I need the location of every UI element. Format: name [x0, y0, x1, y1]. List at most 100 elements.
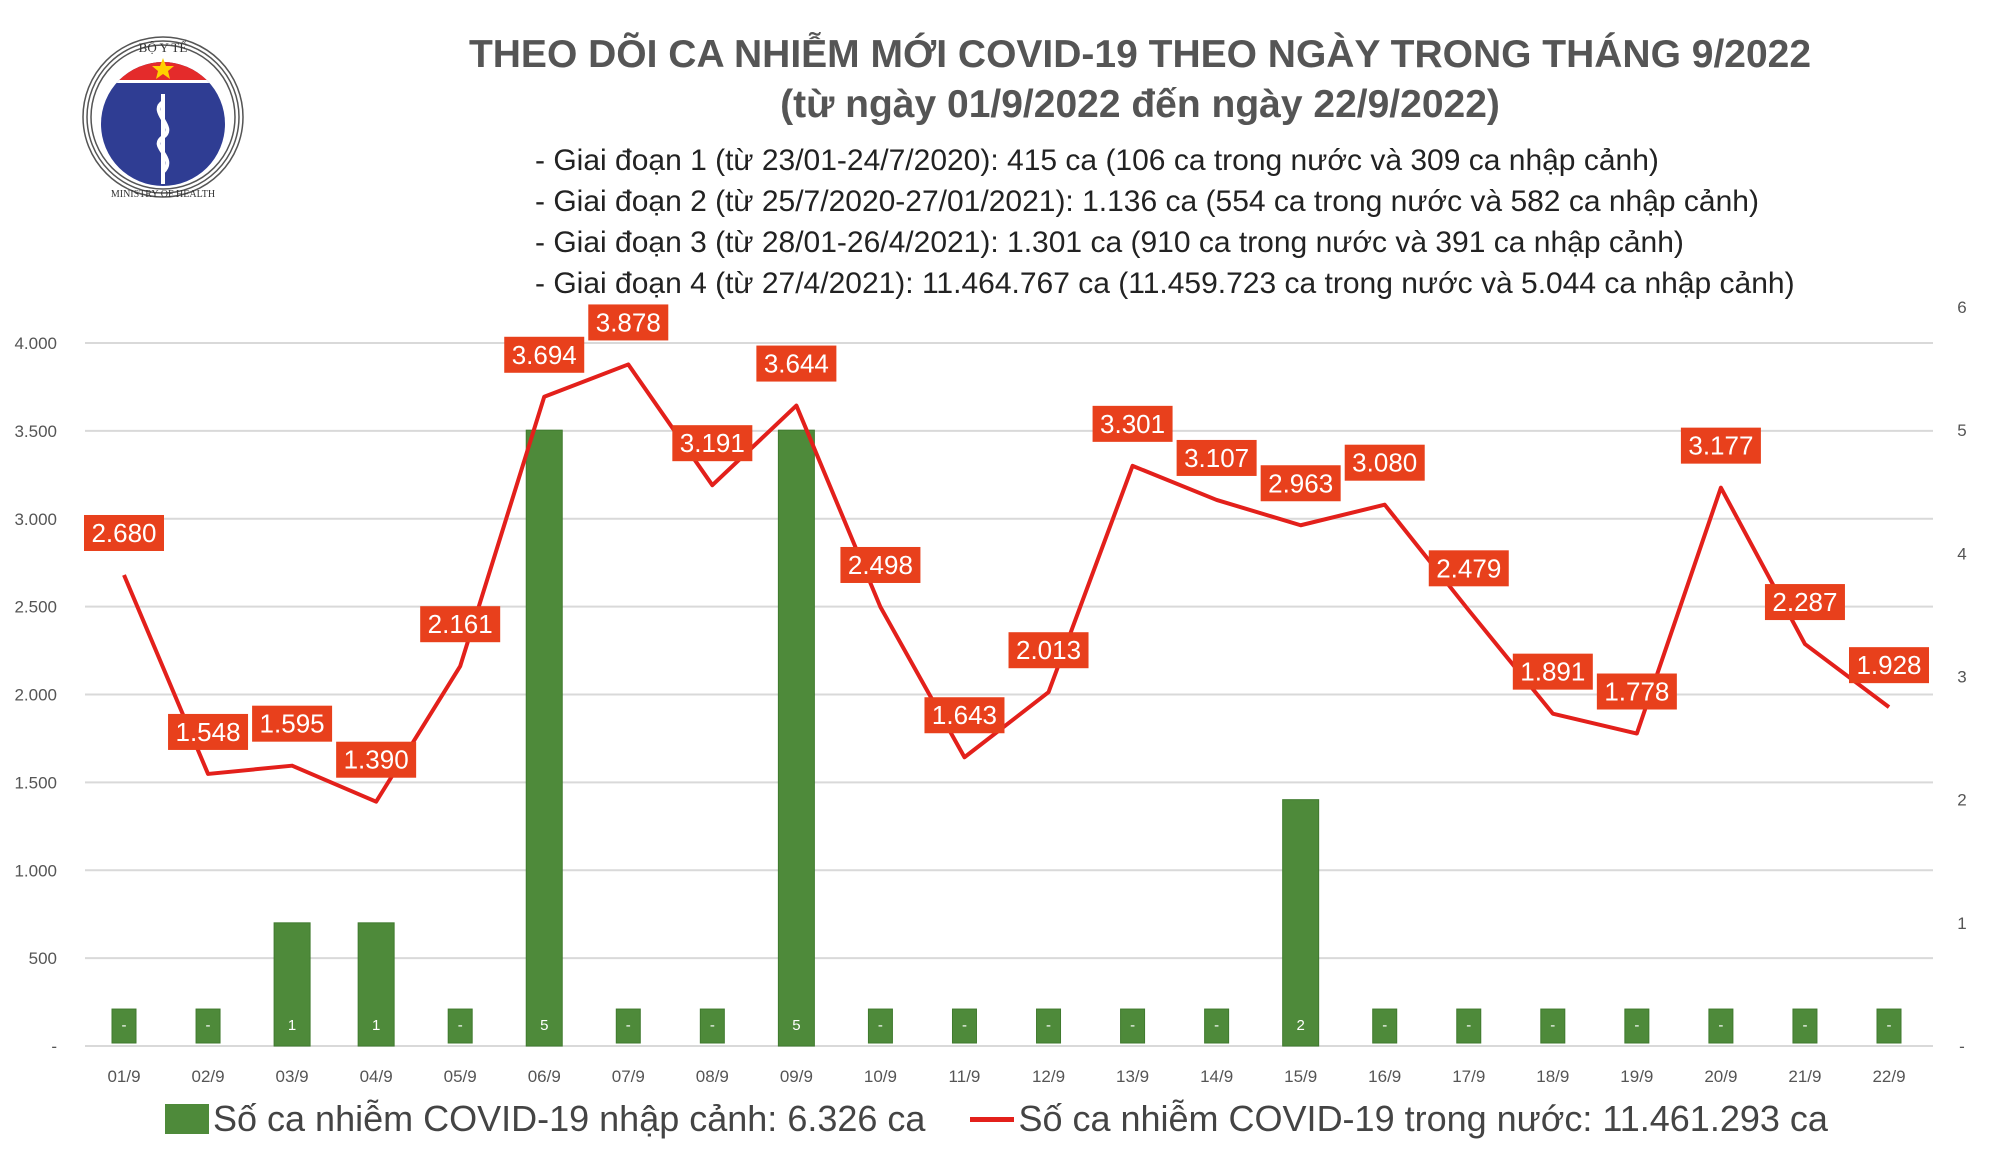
legend-swatch-bar [165, 1104, 209, 1134]
data-label: 2.013 [1016, 635, 1081, 665]
legend-label-imported: Số ca nhiễm COVID-19 nhập cảnh: 6.326 ca [213, 1098, 926, 1139]
data-label: 3.107 [1184, 443, 1249, 473]
right-tick-label: 1 [1957, 914, 1966, 933]
bar [1282, 799, 1320, 1047]
data-label-box [1596, 673, 1677, 710]
logo-bottom-text: MINISTRY OF HEALTH [111, 189, 215, 200]
bar [195, 1008, 221, 1044]
data-label-box [1092, 405, 1173, 442]
data-label-box [840, 546, 921, 583]
data-label: 1.643 [932, 700, 997, 730]
data-label-box [420, 606, 501, 643]
x-tick-label: 16/9 [1368, 1067, 1401, 1086]
left-tick-label: 3.000 [14, 510, 57, 529]
data-label-box [924, 697, 1005, 734]
bar-label: - [1550, 1017, 1555, 1034]
phase-notes: - Giai đoạn 1 (từ 23/01-24/7/2020): 415 … [535, 140, 1795, 304]
left-tick-label: 2.500 [14, 598, 57, 617]
note-phase-1: - Giai đoạn 1 (từ 23/01-24/7/2020): 415 … [535, 144, 1659, 177]
x-tick-label: 02/9 [192, 1067, 225, 1086]
bar-label: - [1718, 1017, 1723, 1034]
bar-label: - [122, 1017, 127, 1034]
x-tick-label: 07/9 [612, 1067, 645, 1086]
x-tick-label: 04/9 [360, 1067, 393, 1086]
right-tick-label: 4 [1957, 544, 1966, 563]
bar [447, 1008, 473, 1044]
bar [699, 1008, 725, 1044]
bar-label: - [1130, 1017, 1135, 1034]
data-label: 1.390 [344, 745, 409, 775]
data-label: 2.161 [428, 609, 493, 639]
note-phase-3: - Giai đoạn 3 (từ 28/01-26/4/2021): 1.30… [535, 226, 1684, 259]
x-tick-label: 10/9 [864, 1067, 897, 1086]
data-label: 3.080 [1352, 448, 1417, 478]
left-tick-label: 1.000 [14, 861, 57, 880]
bar [111, 1008, 137, 1044]
bar-label: - [1802, 1017, 1807, 1034]
bar-label: - [1046, 1017, 1051, 1034]
logo-top-text: BỘ Y TẾ [139, 40, 188, 55]
data-label: 2.963 [1268, 468, 1333, 498]
right-tick-label: - [1959, 1037, 1965, 1056]
bar [525, 429, 563, 1047]
data-label-box [588, 304, 669, 341]
x-tick-label: 15/9 [1284, 1067, 1317, 1086]
left-tick-label: - [51, 1037, 57, 1056]
bar-label: - [962, 1017, 967, 1034]
x-tick-label: 12/9 [1032, 1067, 1065, 1086]
bar-label: 2 [1296, 1017, 1304, 1034]
data-label-box [756, 345, 837, 382]
bar-label: - [1887, 1017, 1892, 1034]
x-tick-label: 14/9 [1200, 1067, 1233, 1086]
data-label-box [1764, 584, 1845, 621]
data-label: 2.287 [1772, 587, 1837, 617]
right-tick-label: 2 [1957, 791, 1966, 810]
x-tick-label: 19/9 [1620, 1067, 1653, 1086]
x-tick-label: 11/9 [949, 1067, 981, 1086]
bar-label: 5 [540, 1017, 548, 1034]
ministry-of-health-logo: BỘ Y TẾ MINISTRY OF HEALTH [82, 36, 244, 200]
legend-item-domestic: Số ca nhiễm COVID-19 trong nước: 11.461.… [970, 1098, 1828, 1140]
bar [1204, 1008, 1230, 1044]
x-tick-label: 05/9 [444, 1067, 477, 1086]
data-label-box [1849, 647, 1929, 684]
data-label: 3.878 [596, 307, 661, 337]
data-label: 3.694 [512, 340, 577, 370]
right-tick-label: 3 [1957, 668, 1966, 687]
bar [1456, 1008, 1482, 1044]
bar-label: - [1214, 1017, 1219, 1034]
title-line-2: (từ ngày 01/9/2022 đến ngày 22/9/2022) [780, 83, 1500, 126]
data-label-box [1428, 550, 1509, 587]
data-label-box [336, 741, 417, 778]
bar-label: - [1634, 1017, 1639, 1034]
data-label: 2.498 [848, 550, 913, 580]
bar-label: - [626, 1017, 631, 1034]
bar-label: 1 [288, 1017, 296, 1034]
bar [951, 1008, 977, 1044]
right-tick-label: 5 [1957, 421, 1966, 440]
data-label-box [1344, 444, 1425, 481]
data-label: 3.301 [1100, 409, 1165, 439]
bar [1624, 1008, 1650, 1044]
left-tick-label: 500 [29, 949, 57, 968]
note-phase-4: - Giai đoạn 4 (từ 27/4/2021): 11.464.767… [535, 267, 1795, 300]
x-tick-label: 01/9 [107, 1067, 140, 1086]
data-label-box [1512, 653, 1593, 690]
bar [777, 429, 815, 1047]
bar-label: - [878, 1017, 883, 1034]
left-tick-label: 2.000 [14, 686, 57, 705]
bar [1540, 1008, 1566, 1044]
bar-label: 1 [372, 1017, 380, 1034]
data-label: 2.680 [91, 518, 156, 548]
x-tick-label: 18/9 [1536, 1067, 1569, 1086]
x-tick-label: 03/9 [276, 1067, 309, 1086]
x-tick-label: 22/9 [1872, 1067, 1905, 1086]
data-label: 2.479 [1436, 553, 1501, 583]
data-label-box [84, 514, 164, 551]
data-label: 1.548 [176, 717, 241, 747]
data-label: 1.891 [1520, 657, 1585, 687]
left-tick-label: 3.500 [14, 422, 57, 441]
bar [1036, 1008, 1062, 1044]
data-label: 3.191 [680, 428, 745, 458]
